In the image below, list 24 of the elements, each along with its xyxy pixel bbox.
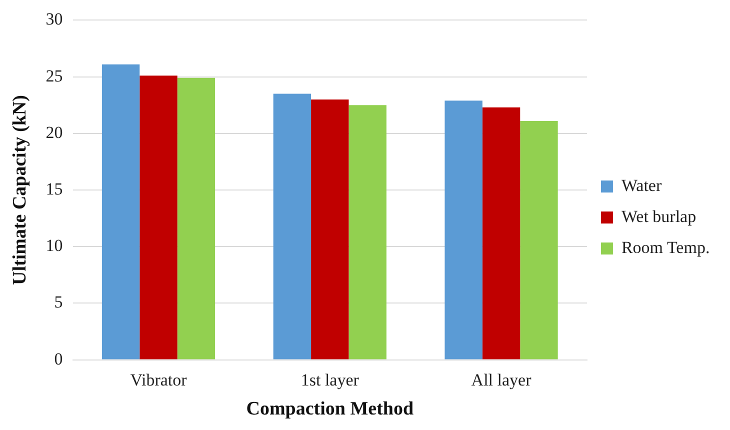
bar xyxy=(311,99,349,360)
y-tick-label: 5 xyxy=(54,292,63,312)
bar xyxy=(482,107,520,360)
x-tick-label: Vibrator xyxy=(130,370,188,390)
x-axis-title: Compaction Method xyxy=(246,398,414,420)
x-tick-label: All layer xyxy=(471,370,532,390)
bar xyxy=(177,78,216,360)
y-tick-label: 20 xyxy=(46,122,63,142)
y-tick-label: 25 xyxy=(46,66,63,86)
y-tick-label: 15 xyxy=(46,179,63,198)
x-tick-label: 1st layer xyxy=(300,370,360,390)
bar xyxy=(273,94,312,360)
y-axis-title: Ultimate Capacity (kN) xyxy=(9,95,30,285)
y-tick-label: 30 xyxy=(46,10,63,29)
bar xyxy=(102,64,140,360)
y-tick-label: 0 xyxy=(54,349,63,368)
legend-label: Water xyxy=(621,176,662,195)
bar xyxy=(520,120,558,360)
legend-label: Wet burlap xyxy=(621,206,696,226)
bar xyxy=(348,105,386,360)
bar xyxy=(444,100,482,360)
legend-label: Room Temp. xyxy=(621,238,710,257)
y-tick-label: 10 xyxy=(46,236,63,256)
bar xyxy=(140,76,178,360)
